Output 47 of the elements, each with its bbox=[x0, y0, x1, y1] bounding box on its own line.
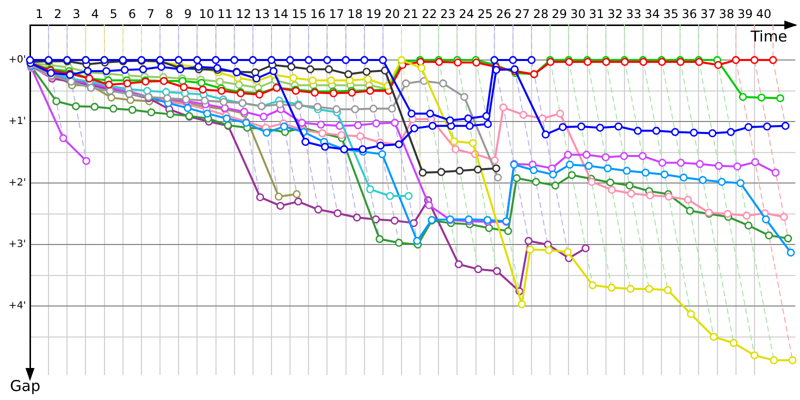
x-tick-label: 8 bbox=[165, 6, 174, 21]
x-tick-label: 6 bbox=[128, 6, 136, 21]
x-tick-label: 34 bbox=[644, 6, 660, 21]
x-tick-label: 11 bbox=[217, 6, 233, 21]
x-tick-label: 39 bbox=[738, 6, 753, 21]
x-tick-label: 10 bbox=[198, 6, 214, 21]
x-tick-label: 29 bbox=[552, 6, 568, 21]
x-tick-label: 33 bbox=[626, 6, 642, 21]
x-tick-label: 25 bbox=[477, 6, 493, 21]
x-tick-label: 23 bbox=[440, 6, 456, 21]
x-tick-label: 22 bbox=[422, 6, 438, 21]
x-tick-label: 21 bbox=[403, 6, 418, 21]
x-tick-label: 26 bbox=[496, 6, 512, 21]
x-tick-label: 20 bbox=[384, 6, 400, 21]
y-tick-label: +0' bbox=[8, 54, 26, 66]
x-tick-label: 14 bbox=[273, 6, 288, 21]
x-tick-label: 36 bbox=[682, 6, 698, 21]
y-tick-label: +2' bbox=[8, 178, 26, 189]
x-tick-label: 1 bbox=[35, 6, 44, 21]
x-tick-label: 19 bbox=[366, 6, 382, 21]
x-tick-label: 32 bbox=[607, 6, 623, 21]
x-tick-label: 24 bbox=[458, 6, 474, 21]
x-tick-label: 5 bbox=[110, 6, 118, 21]
x-tick-label: 18 bbox=[347, 6, 363, 21]
x-tick-label: 27 bbox=[514, 6, 530, 21]
x-tick-label: 12 bbox=[236, 6, 252, 21]
x-tick-label: 3 bbox=[72, 6, 80, 21]
x-tick-label: 30 bbox=[570, 6, 586, 21]
x-tick-label: 15 bbox=[292, 6, 307, 21]
x-tick-label: 40 bbox=[756, 6, 772, 21]
x-axis-title: Time bbox=[750, 27, 788, 46]
x-tick-label: 9 bbox=[184, 6, 192, 21]
y-tick-label: +3' bbox=[8, 239, 26, 250]
x-tick-label: 35 bbox=[663, 6, 678, 21]
x-tick-label: 38 bbox=[718, 6, 734, 21]
x-tick-label: 17 bbox=[328, 6, 344, 21]
y-axis-title: Gap bbox=[10, 377, 40, 395]
y-tick-label: +1' bbox=[8, 116, 26, 128]
x-tick-label: 7 bbox=[146, 6, 155, 21]
x-tick-label: 4 bbox=[91, 6, 99, 21]
x-tick-label: 31 bbox=[588, 6, 604, 21]
x-tick-label: 28 bbox=[533, 6, 548, 21]
x-tick-label: 13 bbox=[254, 6, 270, 21]
x-tick-label: 16 bbox=[310, 6, 326, 21]
y-tick-label: +4' bbox=[8, 300, 26, 312]
x-tick-label: 37 bbox=[700, 6, 716, 21]
x-tick-label: 2 bbox=[54, 6, 62, 21]
